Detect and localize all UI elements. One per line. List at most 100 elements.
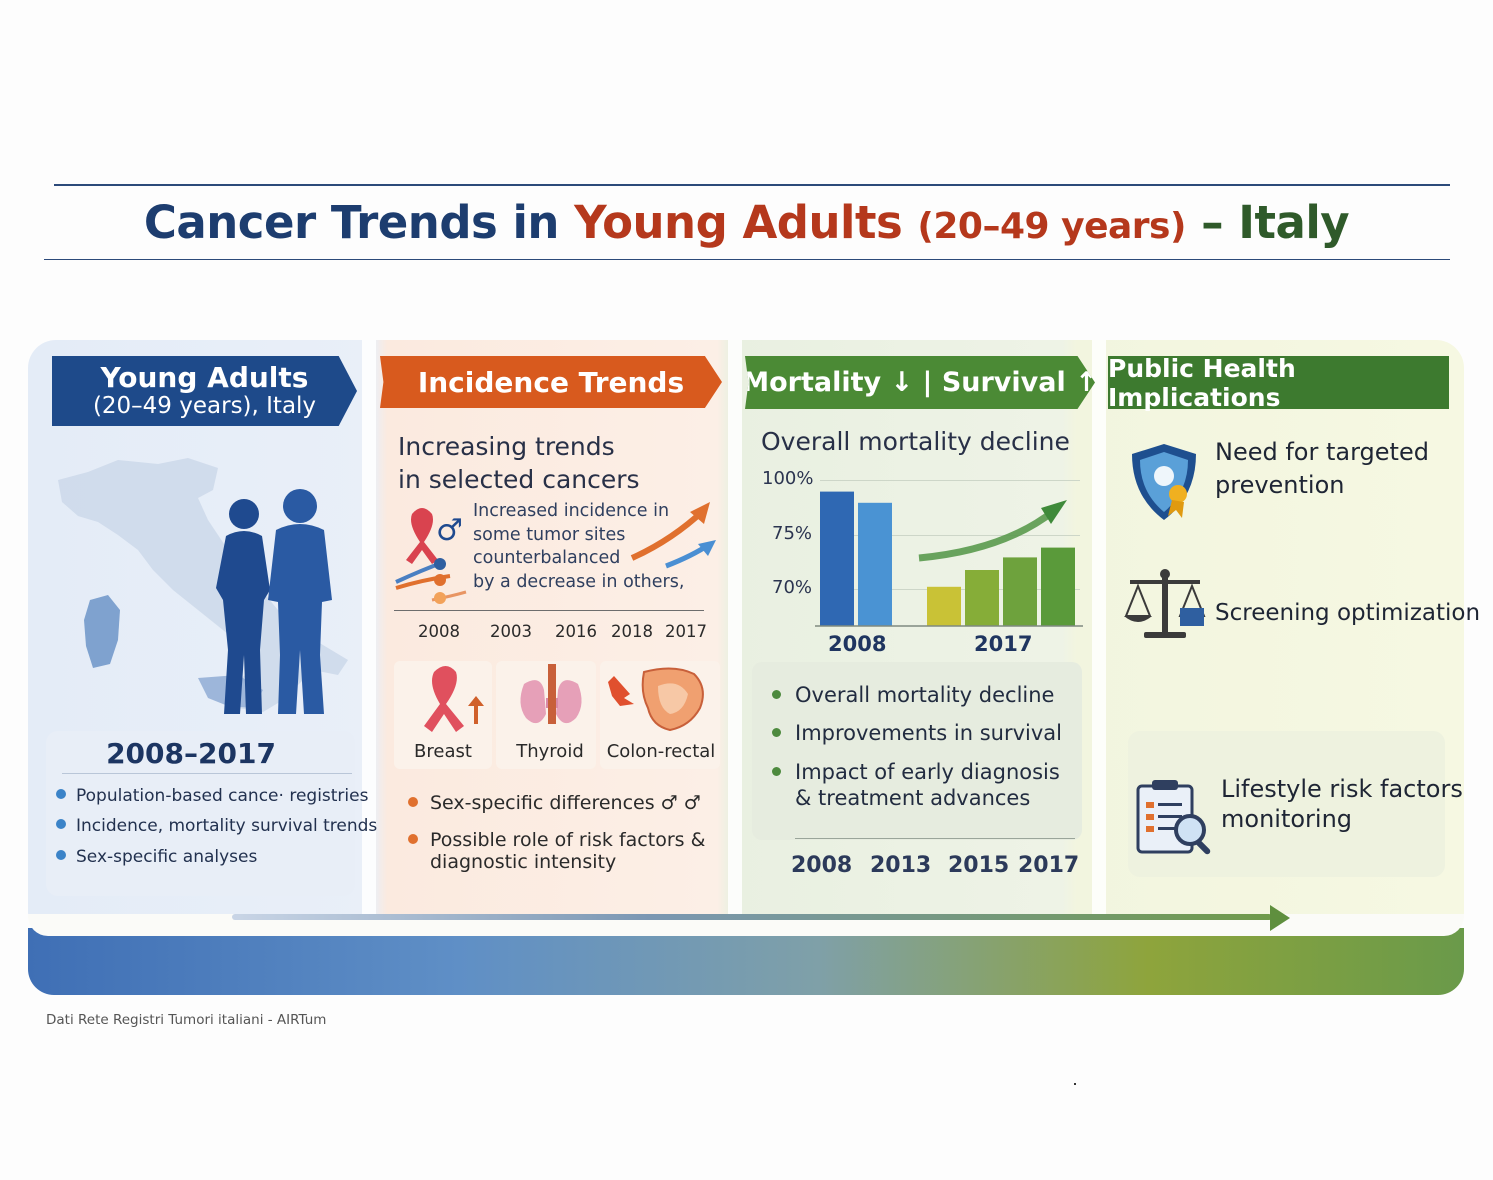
arrow-down-icon: ↓ |	[881, 367, 942, 398]
column-divider	[1092, 340, 1106, 920]
bar-2017-2	[965, 570, 999, 626]
mortality-heading: Overall mortality decline	[761, 427, 1070, 456]
y-tick-label: 75%	[772, 523, 813, 544]
timeline-axis	[795, 838, 1075, 839]
incidence-axis	[394, 610, 704, 611]
title-rule-top	[54, 184, 1450, 186]
panel3-bullet: Impact of early diagnosis	[772, 758, 1060, 786]
incidence-note-line: some tumor sites	[473, 524, 626, 545]
arrow-up-icon	[468, 696, 484, 724]
sardinia-shape	[84, 595, 120, 668]
bar-2008-1	[820, 491, 854, 626]
survival-trend-arrow-head	[1041, 500, 1067, 524]
timeline-year-label: 2017	[1018, 853, 1080, 878]
incidence-year-label: 2016	[555, 622, 597, 641]
timeline-year-label: 2015	[948, 853, 1010, 878]
incidence-heading-line2: in selected cancers	[398, 465, 640, 494]
incidence-year-label: 2018	[611, 622, 653, 641]
banner-mortality-survival: Mortality ↓ | Survival ↑	[745, 356, 1095, 409]
trend-dot	[434, 558, 446, 570]
x-group-label: 2008	[828, 632, 887, 656]
italy-map-shape	[58, 458, 348, 712]
scales-icon	[1124, 569, 1206, 638]
incidence-note: Increased incidence in some tumor sites …	[473, 500, 684, 594]
panel1-bullet: Incidence, mortality survival trends	[56, 816, 377, 836]
x-group-label: 2017	[974, 632, 1033, 656]
banner-young-adults-line1: Young Adults	[100, 360, 309, 394]
panel2-bullet: Possible role of risk factors &	[408, 829, 705, 851]
banner-young-adults-line2: (20–49 years), Italy	[92, 392, 317, 419]
column-divider	[362, 340, 376, 920]
timeline-arrow	[232, 914, 1272, 920]
gridline	[820, 535, 1080, 536]
implication-text-line: prevention	[1215, 471, 1345, 499]
banner-mortality: Mortality	[742, 367, 882, 398]
panel3-bullet: Overall mortality decline	[772, 681, 1054, 709]
implication-text-line: Lifestyle risk factors	[1221, 775, 1463, 803]
column-divider	[728, 340, 742, 920]
study-period-years: 2008–2017	[106, 737, 276, 770]
study-period-box	[46, 731, 355, 896]
study-period-rule	[62, 773, 352, 774]
y-tick-label: 70%	[772, 577, 813, 598]
mortality-bar-chart	[815, 491, 1083, 627]
trend-dot	[434, 574, 446, 586]
trend-line-orange	[395, 574, 451, 590]
stray-dot	[1074, 1083, 1076, 1085]
incidence-heading-line1: Increasing trends	[398, 432, 615, 461]
incidence-note-line: by a decrease in others,	[473, 571, 685, 592]
title-part-1: Cancer Trends in	[143, 196, 575, 249]
y-tick-label: 100%	[762, 468, 814, 489]
timeline-year-label: 2008	[791, 853, 853, 878]
title-rule-bottom	[44, 259, 1450, 260]
title-part-2: Young Adults	[574, 196, 918, 249]
gridline	[820, 480, 1080, 481]
timeline-year-label: 2013	[870, 853, 932, 878]
incidence-year-label: 2017	[665, 622, 707, 641]
source-footer: Dati Rete Registri Tumori italiani - AIR…	[46, 1012, 327, 1028]
survival-trend-arrow	[918, 507, 1058, 562]
panel2-bullet-cont: diagnostic intensity	[430, 851, 617, 873]
ribbon-icon	[406, 508, 438, 564]
incidence-heading: Increasing trends in selected cancers	[398, 430, 640, 496]
couple-silhouette	[216, 489, 332, 714]
bar-2017-3	[1003, 557, 1037, 626]
ribbon-icon	[424, 666, 464, 732]
male-symbol-icon: ♂	[436, 513, 463, 548]
panel3-bullet: Improvements in survival	[772, 719, 1062, 747]
panel3-bullet-cont: & treatment advances	[795, 786, 1031, 810]
organ-card-thyroid	[496, 661, 596, 769]
panel2-bullet-text: Sex-specific differences ♂ ♂	[430, 792, 701, 814]
implication-text-line: monitoring	[1221, 805, 1353, 833]
organ-label-breast: Breast	[414, 741, 472, 762]
panel1-bullet: Population-based cance· registries	[56, 786, 368, 806]
banner-survival: Survival	[941, 367, 1066, 398]
organ-icons	[424, 664, 704, 732]
panel1-bullet: Sex-specific analyses	[56, 847, 257, 867]
banner-incidence-trends: Incidence Trends	[380, 356, 722, 408]
implication-targeted-prevention: Need for targeted prevention	[1215, 436, 1429, 502]
implication-text-line: Need for targeted	[1215, 438, 1429, 466]
implication-lifestyle: Lifestyle risk factors monitoring	[1221, 774, 1463, 834]
organ-label-thyroid: Thyroid	[516, 741, 584, 762]
incidence-trend-graphic: ♂	[395, 502, 716, 604]
title-part-4: – Italy	[1185, 196, 1350, 249]
timeline-arrow-head	[1270, 905, 1290, 931]
banner-mortality-survival-text: Mortality ↓ | Survival ↑	[742, 367, 1095, 398]
incidence-note-line: Increased incidence in	[473, 501, 670, 521]
shield-icon	[1132, 444, 1196, 520]
trend-dot	[434, 592, 446, 604]
banner-young-adults: Young Adults (20–49 years), Italy	[52, 356, 357, 426]
gradient-band	[28, 928, 1464, 995]
incidence-year-label: 2003	[490, 622, 532, 641]
incidence-note-line: counterbalanced	[473, 548, 621, 568]
bar-2008-2	[858, 502, 892, 626]
page-title: Cancer Trends in Young Adults (20–49 yea…	[0, 196, 1493, 249]
trend-arrow-orange-head	[690, 502, 710, 524]
incidence-year-label: 2008	[418, 622, 460, 641]
banner-public-health: Public Health Implications	[1108, 354, 1449, 412]
thyroid-icon	[520, 664, 582, 724]
implication-screening: Screening optimization	[1215, 600, 1481, 626]
colon-icon	[641, 667, 704, 732]
panel2-bullet-sex: Sex-specific differences ♂ ♂	[408, 792, 701, 814]
